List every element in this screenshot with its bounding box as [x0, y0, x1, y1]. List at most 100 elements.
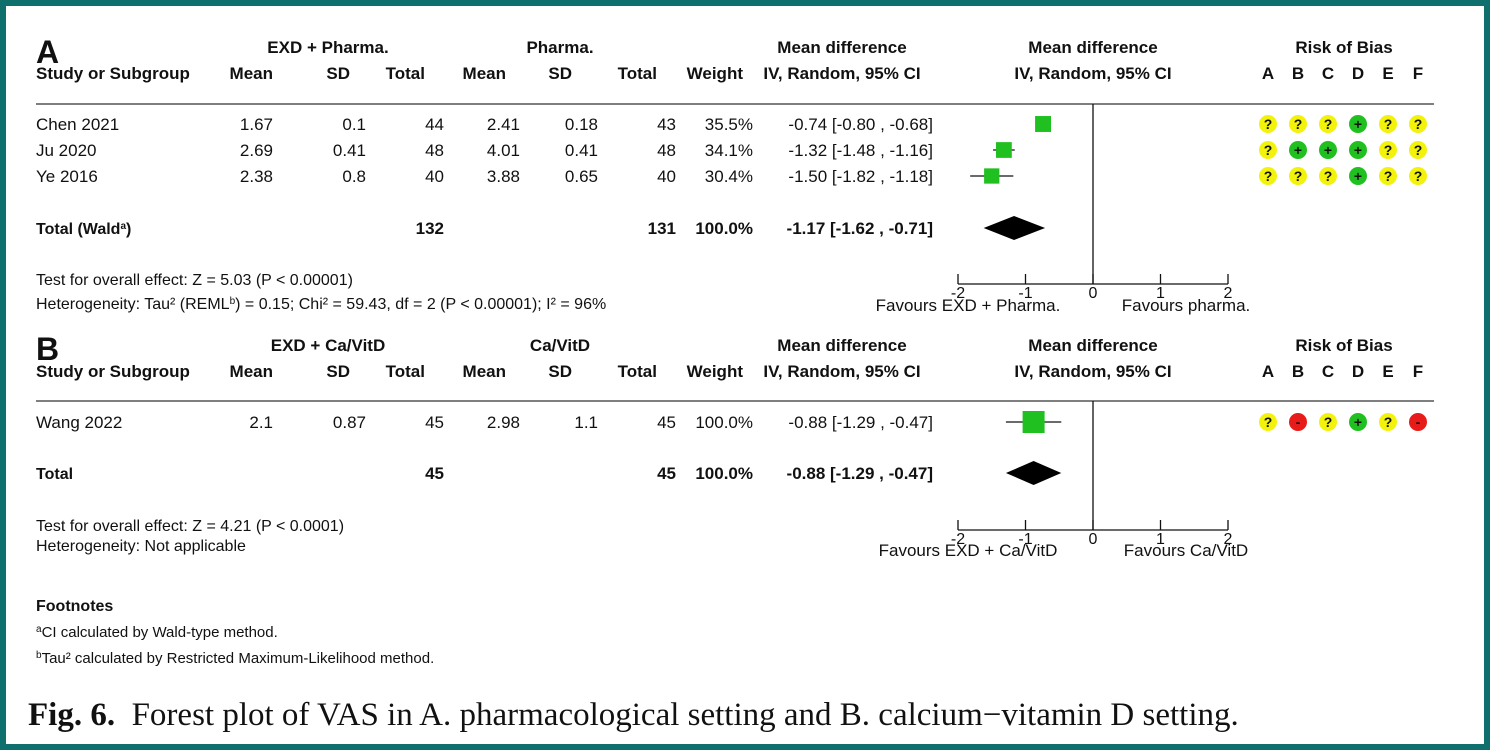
ctrl-total-cell: 45 [657, 413, 676, 432]
overall-effect-text: Test for overall effect: Z = 4.21 (P < 0… [36, 518, 344, 535]
superscript: a [36, 624, 42, 635]
rob-dot [1319, 141, 1337, 159]
md-ci-header: IV, Random, 95% CI [763, 64, 920, 83]
rob-symbol: ? [1384, 142, 1393, 158]
exp-mean-cell: 2.69 [240, 141, 273, 160]
exp-total-sum: 45 [425, 464, 444, 483]
rob-dot [1349, 167, 1367, 185]
rob-symbol: ? [1264, 142, 1273, 158]
ctrl-total-cell: 43 [657, 115, 676, 134]
rob-dot [1319, 115, 1337, 133]
rob-dot [1379, 141, 1397, 159]
ctrl-total-sum: 131 [648, 219, 676, 238]
ctrl-total-header: Total [618, 64, 657, 83]
rob-dot [1409, 167, 1427, 185]
figure-caption: Fig. 6. Forest plot of VAS in A. pharmac… [28, 697, 1239, 734]
rob-symbol: ? [1294, 168, 1303, 184]
rob-letter-3: D [1352, 362, 1364, 381]
rob-symbol: + [1294, 142, 1302, 158]
md-column-title: Mean difference [777, 38, 906, 57]
x-tick-label: 1 [1156, 285, 1165, 302]
study-column-header: Study or Subgroup [36, 362, 190, 381]
rob-symbol: ? [1324, 168, 1333, 184]
rob-dot [1379, 413, 1397, 431]
superscript: b [36, 650, 42, 661]
ctrl-mean-cell: 3.88 [487, 167, 520, 186]
text-span: Heterogeneity: Tau² (REML [36, 296, 230, 313]
x-tick-label: 2 [1224, 531, 1233, 548]
pooled-diamond [1005, 461, 1062, 485]
ctrl-total-header: Total [618, 362, 657, 381]
x-tick-label: -2 [951, 531, 965, 548]
exp-sd-header: SD [326, 362, 350, 381]
rob-dot [1259, 115, 1277, 133]
rob-symbol: ? [1264, 414, 1273, 430]
exp-total-sum: 132 [416, 219, 444, 238]
ctrl-sd-cell: 0.18 [565, 115, 598, 134]
exp-mean-header: Mean [230, 64, 273, 83]
rob-symbol: ? [1264, 168, 1273, 184]
rob-symbol: + [1354, 168, 1362, 184]
x-tick-label: -1 [1018, 285, 1032, 302]
rob-symbol: ? [1384, 414, 1393, 430]
caption-text: Forest plot of VAS in A. pharmacological… [131, 697, 1239, 733]
ctrl-total-cell: 48 [657, 141, 676, 160]
text-span: ) [126, 221, 131, 238]
ctrl-sd-header: SD [548, 64, 572, 83]
exp-mean-header: Mean [230, 362, 273, 381]
rob-symbol: ? [1324, 116, 1333, 132]
exp-sd-cell: 0.8 [342, 167, 366, 186]
ctrl-total-cell: 40 [657, 167, 676, 186]
pooled-diamond [983, 216, 1046, 240]
x-tick-label: -2 [951, 285, 965, 302]
ctrl-sd-cell: 0.65 [565, 167, 598, 186]
rob-letter-0: A [1262, 362, 1274, 381]
rob-dot [1349, 413, 1367, 431]
rob-title: Risk of Bias [1295, 336, 1392, 355]
rob-letter-4: E [1382, 64, 1393, 83]
exp-total-cell: 45 [425, 413, 444, 432]
rob-dot [1349, 141, 1367, 159]
ci-text-cell: -0.74 [-0.80 , -0.68] [788, 115, 933, 134]
ctrl-total-sum: 45 [657, 464, 676, 483]
rob-dot [1289, 167, 1307, 185]
ctrl-mean-cell: 2.98 [487, 413, 520, 432]
ci-text-cell: -0.88 [-1.29 , -0.47] [788, 413, 933, 432]
favours-right-label: Favours pharma. [1122, 296, 1251, 315]
weight-header: Weight [687, 362, 744, 381]
exp-group-header: EXD + Pharma. [267, 38, 388, 57]
ci-text-cell: -1.32 [-1.48 , -1.16] [788, 141, 933, 160]
footnote-b: bTau² calculated by Restricted Maximum-L… [36, 650, 434, 668]
panel-label: A [36, 34, 59, 70]
rob-letter-1: B [1292, 362, 1304, 381]
ctrl-mean-header: Mean [463, 64, 506, 83]
favours-left-label: Favours EXD + Pharma. [876, 296, 1061, 315]
rob-dot [1319, 413, 1337, 431]
weight-cell: 30.4% [705, 167, 753, 186]
rob-title: Risk of Bias [1295, 38, 1392, 57]
heterogeneity-text: Heterogeneity: Tau² (REMLb) = 0.15; Chi²… [36, 296, 606, 314]
rob-dot [1319, 167, 1337, 185]
footnotes-title: Footnotes [36, 598, 113, 615]
rob-dot [1349, 115, 1367, 133]
md-plot-subtitle: IV, Random, 95% CI [1014, 362, 1171, 381]
rob-symbol: + [1324, 142, 1332, 158]
ctrl-sd-cell: 1.1 [574, 413, 598, 432]
rob-dot [1289, 115, 1307, 133]
rob-dot [1379, 115, 1397, 133]
exp-mean-cell: 2.1 [249, 413, 273, 432]
md-plot-title: Mean difference [1028, 336, 1157, 355]
rob-dot [1289, 141, 1307, 159]
effect-square [1022, 411, 1045, 433]
rob-symbol: ? [1384, 116, 1393, 132]
rob-symbol: - [1296, 414, 1301, 430]
text-span: Tau² calculated by Restricted Maximum-Li… [42, 650, 435, 667]
panel-label: B [36, 331, 59, 367]
effect-square [996, 142, 1012, 158]
ctrl-mean-header: Mean [463, 362, 506, 381]
rob-symbol: + [1354, 116, 1362, 132]
ctrl-mean-cell: 2.41 [487, 115, 520, 134]
weight-cell: 34.1% [705, 141, 753, 160]
md-plot-subtitle: IV, Random, 95% CI [1014, 64, 1171, 83]
